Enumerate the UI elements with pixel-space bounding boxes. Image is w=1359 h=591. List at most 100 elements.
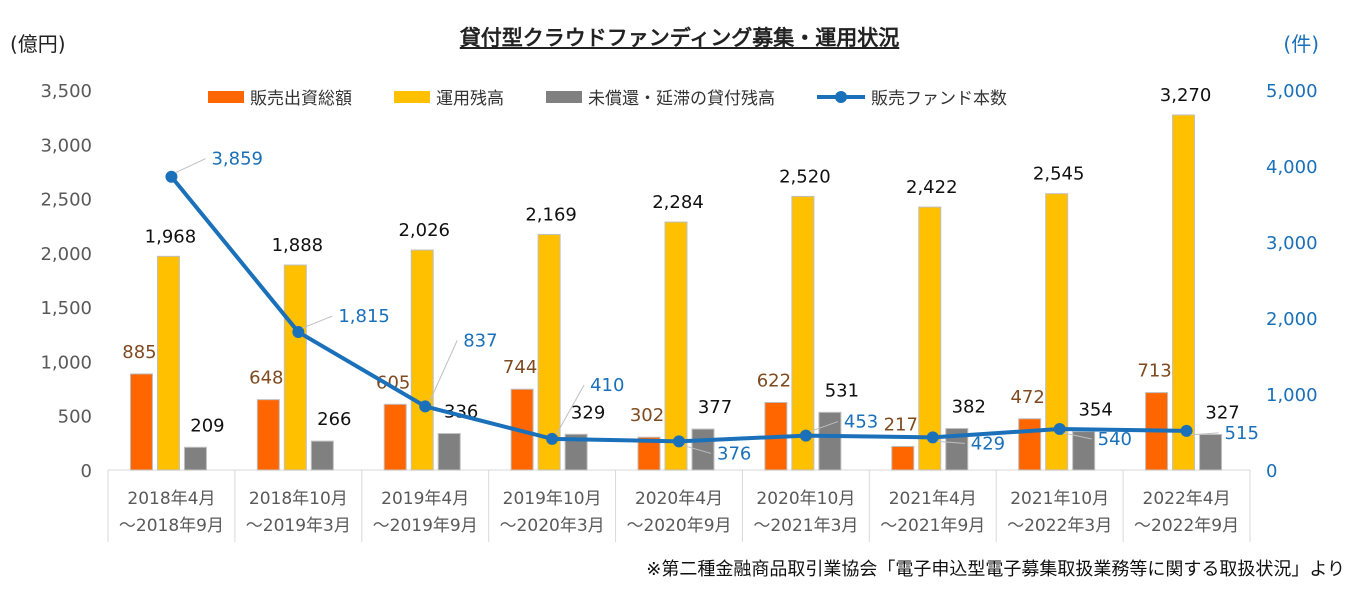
x-tick-label: 2021年4月 [889, 489, 977, 509]
bar-sales [891, 445, 915, 471]
leader-line-funds [682, 444, 712, 454]
data-label-funds: 1,815 [338, 306, 390, 327]
point-funds [292, 326, 305, 339]
legend-item-sales: 販売出資総額 [208, 84, 352, 109]
legend-label-balance: 運用残高 [436, 89, 504, 109]
x-tick-label: 2018年4月 [127, 489, 215, 509]
data-label-sales: 217 [884, 414, 918, 435]
leader-line-funds [555, 384, 585, 436]
x-tick-label: ～2019年3月 [246, 516, 351, 536]
right-axis-unit: (件) [1283, 32, 1319, 56]
y-right-tick-label: 2,000 [1266, 309, 1318, 330]
x-tick-label: ～2021年9月 [880, 516, 985, 536]
leader-line-funds [1063, 432, 1092, 440]
x-tick-label: ～2020年9月 [626, 516, 731, 536]
leader-line-funds [936, 440, 965, 444]
legend-item-delinquent: 未償還・延滞の貸付残高 [546, 84, 775, 109]
bar-balance [410, 249, 434, 471]
data-label-sales: 472 [1010, 387, 1044, 408]
bar-balance [1172, 114, 1196, 471]
x-tick-label: 2019年10月 [503, 489, 602, 509]
y-left-tick-label: 1,500 [40, 298, 92, 319]
data-label-funds: 3,859 [211, 149, 263, 170]
bar-delinquent [183, 446, 207, 471]
legend-label-sales: 販売出資総額 [250, 89, 352, 109]
y-left-tick-label: 3,500 [40, 81, 92, 102]
bar-delinquent [818, 411, 842, 471]
data-label-funds: 837 [463, 330, 497, 351]
bar-sales [129, 373, 153, 471]
legend-item-funds: 販売ファンド本数 [817, 84, 1007, 109]
x-tick-label: 2022年4月 [1143, 489, 1231, 509]
data-label-delinquent: 209 [190, 415, 224, 436]
x-tick-label: ～2022年3月 [1007, 516, 1112, 536]
data-label-sales: 302 [630, 405, 664, 426]
data-label-balance: 2,422 [906, 177, 958, 198]
bar-delinquent [1072, 431, 1096, 471]
bar-balance [791, 195, 815, 471]
y-left-tick-label: 2,500 [40, 190, 92, 211]
legend-swatch-funds [817, 90, 865, 103]
data-label-sales: 622 [757, 370, 791, 391]
bar-delinquent [691, 428, 715, 471]
legend-item-balance: 運用残高 [394, 84, 504, 109]
data-label-balance: 2,026 [398, 220, 450, 241]
bar-delinquent [945, 428, 969, 471]
x-tick-label: 2020年10月 [756, 489, 855, 509]
bar-balance [918, 206, 942, 471]
y-right-tick-label: 5,000 [1266, 81, 1318, 102]
legend: 販売出資総額 運用残高 未償還・延滞の貸付残高 販売ファンド本数 [208, 84, 1049, 109]
chart-title: 貸付型クラウドファンディング募集・運用状況 [459, 26, 900, 50]
leader-line-funds [1190, 432, 1219, 436]
bar-sales [383, 403, 407, 471]
data-label-delinquent: 329 [571, 402, 605, 423]
point-funds [1053, 422, 1066, 435]
data-label-sales: 605 [376, 372, 410, 393]
data-label-delinquent: 377 [698, 397, 732, 418]
bar-delinquent [437, 433, 461, 471]
bar-balance [283, 264, 307, 471]
data-label-delinquent: 354 [1078, 400, 1112, 421]
bar-balance [664, 221, 688, 471]
y-left-tick-label: 500 [58, 407, 92, 428]
legend-swatch-delinquent [546, 90, 582, 103]
point-funds [1180, 424, 1193, 437]
leader-line-funds [428, 340, 458, 403]
x-tick-label: ～2021年3月 [753, 516, 858, 536]
point-funds [546, 432, 559, 445]
x-tick-label: ～2022年9月 [1134, 516, 1239, 536]
x-tick-label: ～2019年9月 [373, 516, 478, 536]
x-tick-label: ～2020年3月 [500, 516, 605, 536]
left-axis-unit: (億円) [10, 32, 66, 56]
legend-label-funds: 販売ファンド本数 [871, 89, 1007, 109]
point-funds [799, 429, 812, 442]
y-right-tick-label: 1,000 [1266, 385, 1318, 406]
bar-delinquent [310, 440, 334, 471]
x-tick-label: ～2018年9月 [119, 516, 224, 536]
point-funds [419, 400, 432, 413]
data-label-balance: 2,284 [652, 192, 704, 213]
data-label-delinquent: 531 [825, 380, 859, 401]
data-label-sales: 885 [122, 342, 156, 363]
x-tick-label: 2020年4月 [635, 489, 723, 509]
point-funds [165, 170, 178, 183]
data-label-delinquent: 327 [1205, 402, 1239, 423]
legend-swatch-balance [394, 90, 430, 103]
bar-balance [156, 255, 180, 471]
y-right-tick-label: 4,000 [1266, 157, 1318, 178]
data-label-balance: 3,270 [1160, 85, 1212, 106]
data-label-sales: 648 [249, 368, 283, 389]
legend-swatch-sales [208, 90, 244, 103]
source-note: ※第二種金融商品取引業協会「電子申込型電子募集取扱業務等に関する取扱状況」より [646, 559, 1345, 580]
bar-balance [537, 234, 561, 471]
data-label-balance: 1,968 [145, 226, 197, 247]
data-label-funds: 429 [971, 433, 1005, 454]
bar-delinquent [1199, 433, 1223, 471]
data-label-funds: 540 [1098, 429, 1132, 450]
x-tick-label: 2018年10月 [249, 489, 348, 509]
legend-label-delinquent: 未償還・延滞の貸付残高 [588, 89, 775, 109]
bar-sales [256, 399, 280, 471]
data-label-funds: 515 [1225, 423, 1259, 444]
data-label-delinquent: 382 [952, 397, 986, 418]
